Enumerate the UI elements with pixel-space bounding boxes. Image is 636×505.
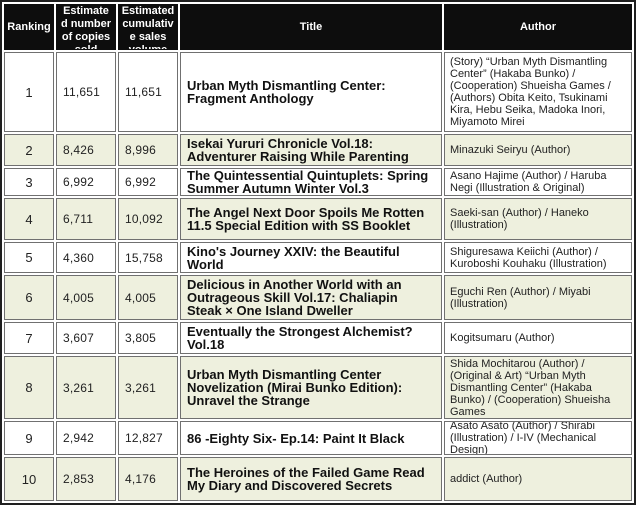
author-cell: Shida Mochitarou (Author) / (Original & … — [444, 356, 632, 419]
ranking-cell: 6 — [4, 275, 54, 320]
author-cell: Eguchi Ren (Author) / Miyabi (Illustrati… — [444, 275, 632, 320]
title-cell: Urban Myth Dismantling Center: Fragment … — [180, 52, 442, 132]
title-cell: The Angel Next Door Spoils Me Rotten 11.… — [180, 198, 442, 240]
author-cell: Asato Asato (Author) / Shirabi (Illustra… — [444, 421, 632, 455]
cumulative-sales-cell: 12,827 — [118, 421, 178, 455]
header-cell-title: Title — [180, 4, 442, 50]
ranking-cell: 5 — [4, 242, 54, 273]
cumulative-sales-cell: 3,805 — [118, 322, 178, 354]
header-cell-cumulative-sales: Estimated cumulativ e sales volume — [118, 4, 178, 50]
copies-sold-cell: 2,853 — [56, 457, 116, 501]
header-row: Ranking Estimate d number of copies sold… — [4, 4, 632, 50]
table-row: 8 3,261 3,261 Urban Myth Dismantling Cen… — [4, 356, 632, 419]
header-label-ranking: Ranking — [7, 20, 51, 33]
cumulative-sales-cell: 4,005 — [118, 275, 178, 320]
table-row: 7 3,607 3,805 Eventually the Strongest A… — [4, 322, 632, 354]
title-cell: 86 -Eighty Six- Ep.14: Paint It Black — [180, 421, 442, 455]
cumulative-sales-cell: 11,651 — [118, 52, 178, 132]
copies-sold-cell: 8,426 — [56, 134, 116, 166]
copies-sold-cell: 2,942 — [56, 421, 116, 455]
copies-sold-cell: 4,360 — [56, 242, 116, 273]
copies-sold-cell: 3,607 — [56, 322, 116, 354]
title-cell: Urban Myth Dismantling Center Novelizati… — [180, 356, 442, 419]
copies-sold-cell: 4,005 — [56, 275, 116, 320]
author-cell: Saeki-san (Author) / Haneko (Illustratio… — [444, 198, 632, 240]
copies-sold-cell: 6,711 — [56, 198, 116, 240]
header-cell-author: Author — [444, 4, 632, 50]
ranking-cell: 8 — [4, 356, 54, 419]
cumulative-sales-cell: 10,092 — [118, 198, 178, 240]
table-row: 3 6,992 6,992 The Quintessential Quintup… — [4, 168, 632, 196]
ranking-cell: 2 — [4, 134, 54, 166]
ranking-cell: 1 — [4, 52, 54, 132]
author-cell: Kogitsumaru (Author) — [444, 322, 632, 354]
table-row: 10 2,853 4,176 The Heroines of the Faile… — [4, 457, 632, 501]
author-cell: addict (Author) — [444, 457, 632, 501]
table-row: 5 4,360 15,758 Kino's Journey XXIV: the … — [4, 242, 632, 273]
ranking-cell: 10 — [4, 457, 54, 501]
ranking-cell: 4 — [4, 198, 54, 240]
author-cell: (Story) “Urban Myth Dismantling Center” … — [444, 52, 632, 132]
ranking-cell: 9 — [4, 421, 54, 455]
ranking-cell: 3 — [4, 168, 54, 196]
cumulative-sales-cell: 8,996 — [118, 134, 178, 166]
header-cell-ranking: Ranking — [4, 4, 54, 50]
table-row: 6 4,005 4,005 Delicious in Another World… — [4, 275, 632, 320]
cumulative-sales-cell: 6,992 — [118, 168, 178, 196]
ranking-cell: 7 — [4, 322, 54, 354]
header-cell-copies-sold: Estimate d number of copies sold — [56, 4, 116, 50]
title-cell: Eventually the Strongest Alchemist? Vol.… — [180, 322, 442, 354]
copies-sold-cell: 6,992 — [56, 168, 116, 196]
header-label-cumulative-sales: Estimated cumulativ e sales volume — [121, 5, 175, 49]
cumulative-sales-cell: 15,758 — [118, 242, 178, 273]
table-row: 4 6,711 10,092 The Angel Next Door Spoil… — [4, 198, 632, 240]
copies-sold-cell: 3,261 — [56, 356, 116, 419]
title-cell: Kino's Journey XXIV: the Beautiful World — [180, 242, 442, 273]
header-label-copies-sold: Estimate d number of copies sold — [60, 5, 112, 49]
author-cell: Asano Hajime (Author) / Haruba Negi (Ill… — [444, 168, 632, 196]
author-cell: Minazuki Seiryu (Author) — [444, 134, 632, 166]
cumulative-sales-cell: 3,261 — [118, 356, 178, 419]
header-label-author: Author — [519, 20, 557, 33]
title-cell: The Quintessential Quintuplets: Spring S… — [180, 168, 442, 196]
cumulative-sales-cell: 4,176 — [118, 457, 178, 501]
author-cell: Shiguresawa Keiichi (Author) / Kuroboshi… — [444, 242, 632, 273]
title-cell: Isekai Yururi Chronicle Vol.18: Adventur… — [180, 134, 442, 166]
copies-sold-cell: 11,651 — [56, 52, 116, 132]
table-row: 2 8,426 8,996 Isekai Yururi Chronicle Vo… — [4, 134, 632, 166]
table-row: 1 11,651 11,651 Urban Myth Dismantling C… — [4, 52, 632, 132]
header-label-title: Title — [299, 20, 323, 33]
table-row: 9 2,942 12,827 86 -Eighty Six- Ep.14: Pa… — [4, 421, 632, 455]
title-cell: The Heroines of the Failed Game Read My … — [180, 457, 442, 501]
title-cell: Delicious in Another World with an Outra… — [180, 275, 442, 320]
